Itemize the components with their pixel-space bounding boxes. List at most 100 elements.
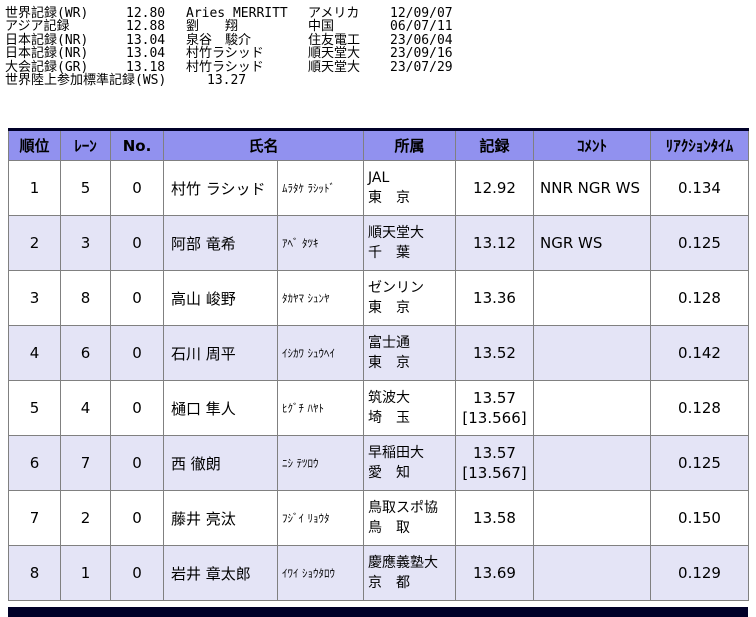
header-no: No. [110,129,164,161]
record-label: 日本記録(NR) [5,32,89,48]
header-rank: 順位 [8,129,61,161]
table-row: 4 6 0 石川 周平 ｲｼｶﾜ ｼｭｳﾍｲ 富士通 東 京 13.52 0.1… [8,325,750,381]
lane-cell: 5 [60,160,111,216]
record-line-world: 世界記録(WR) 12.80 Aries MERRITT アメリカ 12/09/… [0,6,756,21]
table-row: 3 8 0 高山 峻野 ﾀｶﾔﾏ ｼｭﾝﾔ ゼンリン 東 京 13.36 0.1… [8,270,750,326]
header-reaction-time: ﾘｱｸｼｮﾝﾀｲﾑ [650,129,750,161]
rank-cell: 1 [8,160,61,216]
name-cell: 村竹 ラシッド [163,160,278,216]
record-label: 日本記録(NR) [5,46,89,62]
record-holder: 泉谷 駿介 [186,32,252,48]
results-table: 順位 ﾚｰﾝ No. 氏名 所属 記録 ｺﾒﾝﾄ ﾘｱｸｼｮﾝﾀｲﾑ 1 5 0… [8,128,750,601]
record-cell: 13.69 [455,545,535,601]
record-cell: 13.12 [455,215,535,271]
comment-cell: NGR WS [533,215,652,271]
record-label: 大会記録(GR) [5,59,89,75]
affiliation-cell: 慶應義塾大 京 都 [363,545,457,601]
record-mark: 13.27 [207,72,247,88]
comment-cell [533,325,652,381]
rank-cell: 3 [8,270,61,326]
record-affiliation: アメリカ [308,6,360,21]
comment-cell [533,270,652,326]
record-holder: 劉 翔 [186,19,239,35]
record-date: 12/09/07 [390,6,453,21]
lane-cell: 8 [60,270,111,326]
record-affiliation: 順天堂大 [308,59,361,75]
rank-cell: 5 [8,380,61,436]
table-row: 2 3 0 阿部 竜希 ｱﾍﾞ ﾀﾂｷ 順天堂大 千 葉 13.12 NGR W… [8,215,750,271]
no-cell: 0 [110,435,164,491]
lane-cell: 6 [60,325,111,381]
record-mark: 12.80 [126,6,166,21]
name-cell: 樋口 隼人 [163,380,278,436]
record-cell: 13.57 [13.566] [455,380,535,436]
rank-cell: 4 [8,325,61,381]
name-cell: 岩井 章太郎 [163,545,278,601]
reaction-time-cell: 0.125 [650,435,750,491]
comment-cell [533,545,652,601]
kana-cell: ｱﾍﾞ ﾀﾂｷ [276,215,365,271]
affiliation-cell: 筑波大 埼 玉 [363,380,457,436]
affiliation-cell: JAL 東 京 [363,160,457,216]
table-row: 8 1 0 岩井 章太郎 ｲﾜｲ ｼｮｳﾀﾛｳ 慶應義塾大 京 都 13.69 … [8,545,750,601]
records-section: 世界記録(WR) 12.80 Aries MERRITT アメリカ 12/09/… [0,6,756,88]
kana-cell: ﾆｼ ﾃﾂﾛｳ [276,435,365,491]
record-holder: 村竹ラシッド [186,59,264,75]
lane-cell: 2 [60,490,111,546]
reaction-time-cell: 0.125 [650,215,750,271]
record-cell: 13.52 [455,325,535,381]
name-cell: 石川 周平 [163,325,278,381]
rank-cell: 2 [8,215,61,271]
no-cell: 0 [110,490,164,546]
record-cell: 13.57 [13.567] [455,435,535,491]
comment-cell [533,490,652,546]
record-date: 23/09/16 [390,46,453,62]
header-affiliation: 所属 [363,129,457,161]
record-line-national-1: 日本記録(NR) 13.04 泉谷 駿介 住友電工 23/06/04 [0,32,756,48]
reaction-time-cell: 0.129 [650,545,750,601]
name-cell: 西 徹朗 [163,435,278,491]
record-line-asia: アジア記録 12.88 劉 翔 中国 06/07/11 [0,19,756,35]
table-row: 5 4 0 樋口 隼人 ﾋｸﾞﾁ ﾊﾔﾄ 筑波大 埼 玉 13.57 [13.5… [8,380,750,436]
rank-cell: 7 [8,490,61,546]
header-record: 記録 [455,129,535,161]
kana-cell: ｲﾜｲ ｼｮｳﾀﾛｳ [276,545,365,601]
record-date: 06/07/11 [390,19,453,35]
name-cell: 藤井 亮汰 [163,490,278,546]
reaction-time-cell: 0.128 [650,380,750,436]
no-cell: 0 [110,545,164,601]
kana-cell: ﾀｶﾔﾏ ｼｭﾝﾔ [276,270,365,326]
affiliation-cell: 早稲田大 愛 知 [363,435,457,491]
affiliation-cell: 鳥取スポ協 鳥 取 [363,490,457,546]
no-cell: 0 [110,325,164,381]
record-line-games: 大会記録(GR) 13.18 村竹ラシッド 順天堂大 23/07/29 [0,59,756,75]
record-cell: 13.36 [455,270,535,326]
reaction-time-cell: 0.128 [650,270,750,326]
table-row: 7 2 0 藤井 亮汰 ﾌｼﾞｲ ﾘｮｳﾀ 鳥取スポ協 鳥 取 13.58 0.… [8,490,750,546]
record-mark: 13.18 [126,59,166,75]
no-cell: 0 [110,380,164,436]
kana-cell: ﾑﾗﾀｹ ﾗｼｯﾄﾞ [276,160,365,216]
kana-cell: ﾋｸﾞﾁ ﾊﾔﾄ [276,380,365,436]
kana-cell: ﾌｼﾞｲ ﾘｮｳﾀ [276,490,365,546]
kana-cell: ｲｼｶﾜ ｼｭｳﾍｲ [276,325,365,381]
lane-cell: 4 [60,380,111,436]
record-mark: 13.04 [126,32,166,48]
record-cell: 13.58 [455,490,535,546]
record-holder: Aries MERRITT [186,6,288,21]
no-cell: 0 [110,215,164,271]
record-mark: 12.88 [126,19,166,35]
lane-cell: 7 [60,435,111,491]
affiliation-cell: ゼンリン 東 京 [363,270,457,326]
reaction-time-cell: 0.142 [650,325,750,381]
header-lane: ﾚｰﾝ [60,129,111,161]
name-cell: 高山 峻野 [163,270,278,326]
comment-cell [533,380,652,436]
affiliation-cell: 順天堂大 千 葉 [363,215,457,271]
record-affiliation: 順天堂大 [308,46,361,62]
next-table-top-border [8,607,748,617]
record-line-national-2: 日本記録(NR) 13.04 村竹ラシッド 順天堂大 23/09/16 [0,46,756,62]
record-affiliation: 中国 [308,19,335,35]
header-name: 氏名 [162,129,365,161]
record-line-world-standard: 世界陸上参加標準記録(WS) 13.27 [0,72,756,88]
